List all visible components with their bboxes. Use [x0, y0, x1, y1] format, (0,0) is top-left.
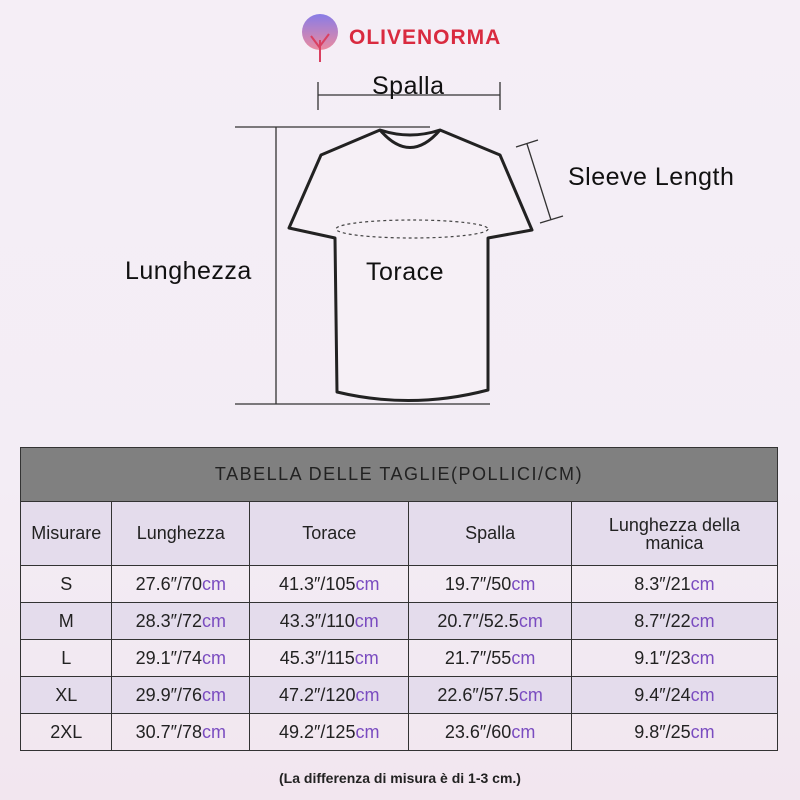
brand-name: OLIVENORMA	[349, 26, 502, 49]
measure-cell: 43.3″/110cm	[249, 602, 410, 640]
measure-cell: 27.6″/70cm	[111, 565, 251, 603]
measure-cell: 23.6″/60cm	[408, 713, 572, 751]
table-row: S 27.6″/70cm 41.3″/105cm 19.7″/50cm 8.3″/21c…	[19, 565, 779, 603]
measure-cell: 30.7″/78cm	[111, 713, 251, 751]
label-shoulder: Spalla	[372, 72, 445, 100]
measure-cell: 9.8″/25cm	[570, 713, 779, 751]
label-length: Lunghezza	[125, 257, 252, 285]
header-cell: Lunghezza della manica	[570, 501, 779, 566]
size-cell: 2XL	[19, 713, 113, 751]
header-row: Misurare Lunghezza Torace Spalla Lunghez…	[19, 501, 779, 566]
measure-cell: 49.2″/125cm	[249, 713, 410, 751]
measure-cell: 22.6″/57.5cm	[408, 676, 572, 714]
measure-cell: 9.1″/23cm	[570, 639, 779, 677]
measure-cell: 29.9″/76cm	[111, 676, 251, 714]
tree-logo-icon	[302, 14, 338, 62]
header-cell: Spalla	[408, 501, 572, 566]
measure-cell: 8.7″/22cm	[570, 602, 779, 640]
measure-cell: 41.3″/105cm	[249, 565, 410, 603]
header-cell: Misurare	[19, 501, 113, 566]
tshirt-diagram	[235, 82, 564, 405]
size-cell: S	[19, 565, 113, 603]
measure-cell: 21.7″/55cm	[408, 639, 572, 677]
size-cell: L	[19, 639, 113, 677]
header-cell: Lunghezza	[111, 501, 251, 566]
measure-cell: 20.7″/52.5cm	[408, 602, 572, 640]
logo: OLIVENORMA	[297, 12, 501, 64]
header-cell: Torace	[249, 501, 410, 566]
measure-cell: 8.3″/21cm	[570, 565, 779, 603]
table-row: M 28.3″/72cm 43.3″/110cm 20.7″/52.5cm 8.7″/2…	[19, 602, 779, 640]
label-sleeve-length: Sleeve Length	[568, 163, 735, 191]
table-row: XL 29.9″/76cm 47.2″/120cm 22.6″/57.5cm 9.4″/…	[19, 676, 779, 714]
measure-cell: 28.3″/72cm	[111, 602, 251, 640]
measure-cell: 45.3″/115cm	[249, 639, 410, 677]
label-chest: Torace	[366, 258, 445, 286]
measure-cell: 29.1″/74cm	[111, 639, 251, 677]
size-table: TABELLA DELLE TAGLIE(POLLICI/CM) Misurar…	[19, 447, 779, 751]
measure-cell: 9.4″/24cm	[570, 676, 779, 714]
size-note: (La differenza di misura è di 1-3 cm.)	[279, 770, 521, 786]
measure-cell: 47.2″/120cm	[249, 676, 410, 714]
measure-cell: 19.7″/50cm	[408, 565, 572, 603]
size-cell: XL	[19, 676, 113, 714]
size-cell: M	[19, 602, 113, 640]
table-title: TABELLA DELLE TAGLIE(POLLICI/CM)	[20, 447, 778, 502]
table-row: 2XL 30.7″/78cm 49.2″/125cm 23.6″/60cm 9.8″/2…	[19, 713, 779, 751]
table-row: L 29.1″/74cm 45.3″/115cm 21.7″/55cm 9.1″/23c…	[19, 639, 779, 677]
